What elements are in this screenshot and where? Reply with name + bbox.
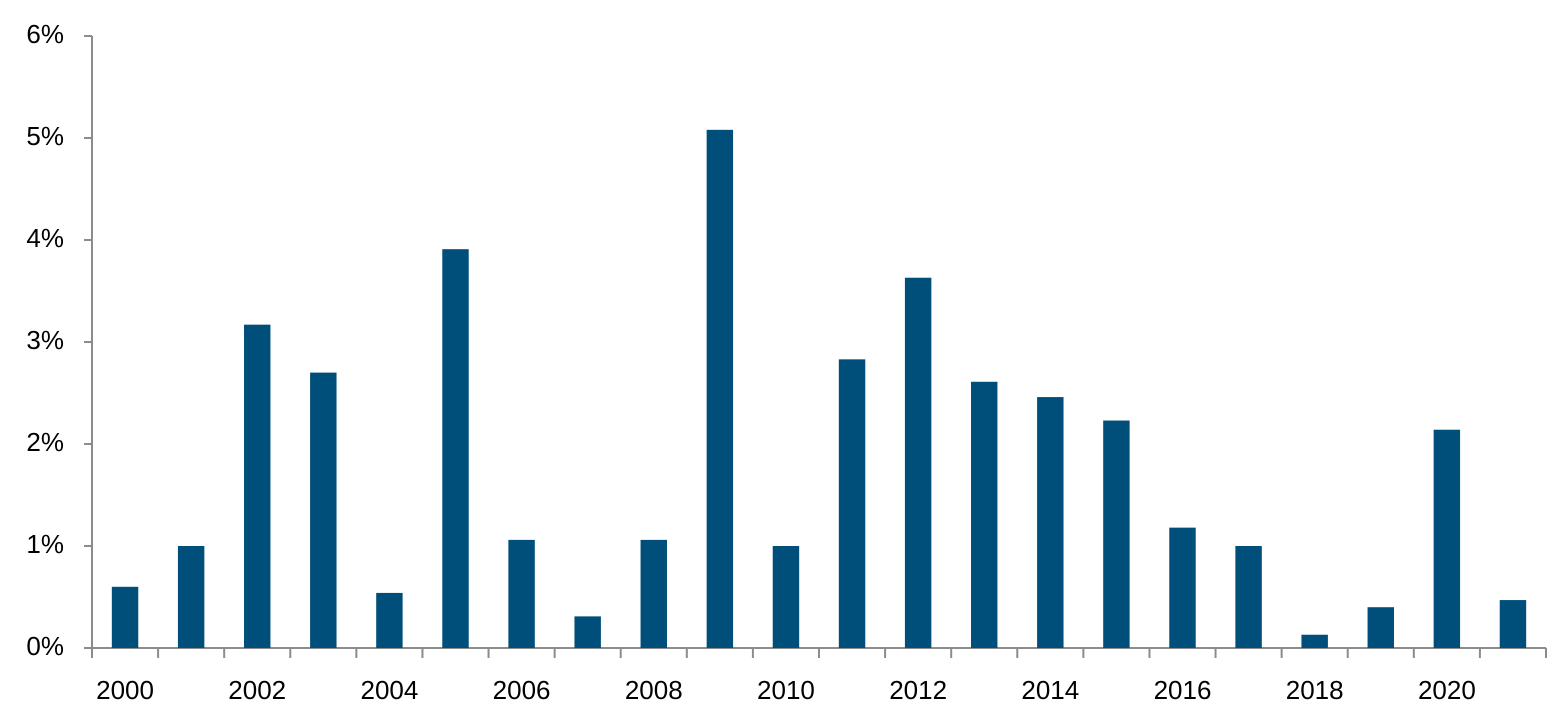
bar bbox=[772, 546, 800, 648]
bar bbox=[310, 372, 337, 648]
y-tick-label: 2% bbox=[26, 427, 64, 457]
y-tick-label: 3% bbox=[26, 325, 64, 355]
bar bbox=[508, 539, 535, 648]
bar bbox=[1301, 634, 1328, 648]
bar bbox=[1103, 420, 1130, 648]
x-tick-label: 2006 bbox=[493, 675, 551, 705]
y-tick-label: 4% bbox=[26, 223, 64, 253]
x-tick-label: 2008 bbox=[625, 675, 683, 705]
bar bbox=[1169, 527, 1196, 648]
x-tick-label: 2012 bbox=[889, 675, 947, 705]
bar bbox=[706, 129, 734, 649]
x-tick-label: 2004 bbox=[360, 675, 418, 705]
bar bbox=[111, 586, 139, 648]
bar bbox=[1235, 546, 1262, 648]
x-tick-label: 2010 bbox=[757, 675, 815, 705]
x-tick-label: 2020 bbox=[1418, 675, 1476, 705]
bar bbox=[838, 359, 866, 648]
bar bbox=[177, 546, 205, 648]
x-tick-label: 2002 bbox=[228, 675, 286, 705]
bar bbox=[244, 324, 271, 648]
x-tick-label: 2000 bbox=[96, 675, 154, 705]
x-tick-label: 2018 bbox=[1286, 675, 1344, 705]
x-tick-label: 2014 bbox=[1021, 675, 1079, 705]
bar bbox=[1433, 429, 1461, 648]
bar bbox=[1037, 397, 1064, 648]
y-tick-label: 6% bbox=[26, 19, 64, 49]
bar bbox=[971, 381, 998, 648]
bar bbox=[376, 592, 403, 648]
bar bbox=[1367, 607, 1394, 648]
bar bbox=[1499, 600, 1527, 648]
bar bbox=[574, 616, 601, 648]
bar bbox=[442, 249, 469, 648]
x-tick-label: 2016 bbox=[1154, 675, 1212, 705]
y-tick-label: 0% bbox=[26, 631, 64, 661]
y-tick-label: 1% bbox=[26, 529, 64, 559]
bar bbox=[904, 277, 932, 648]
bar bbox=[640, 539, 667, 648]
y-tick-label: 5% bbox=[26, 121, 64, 151]
